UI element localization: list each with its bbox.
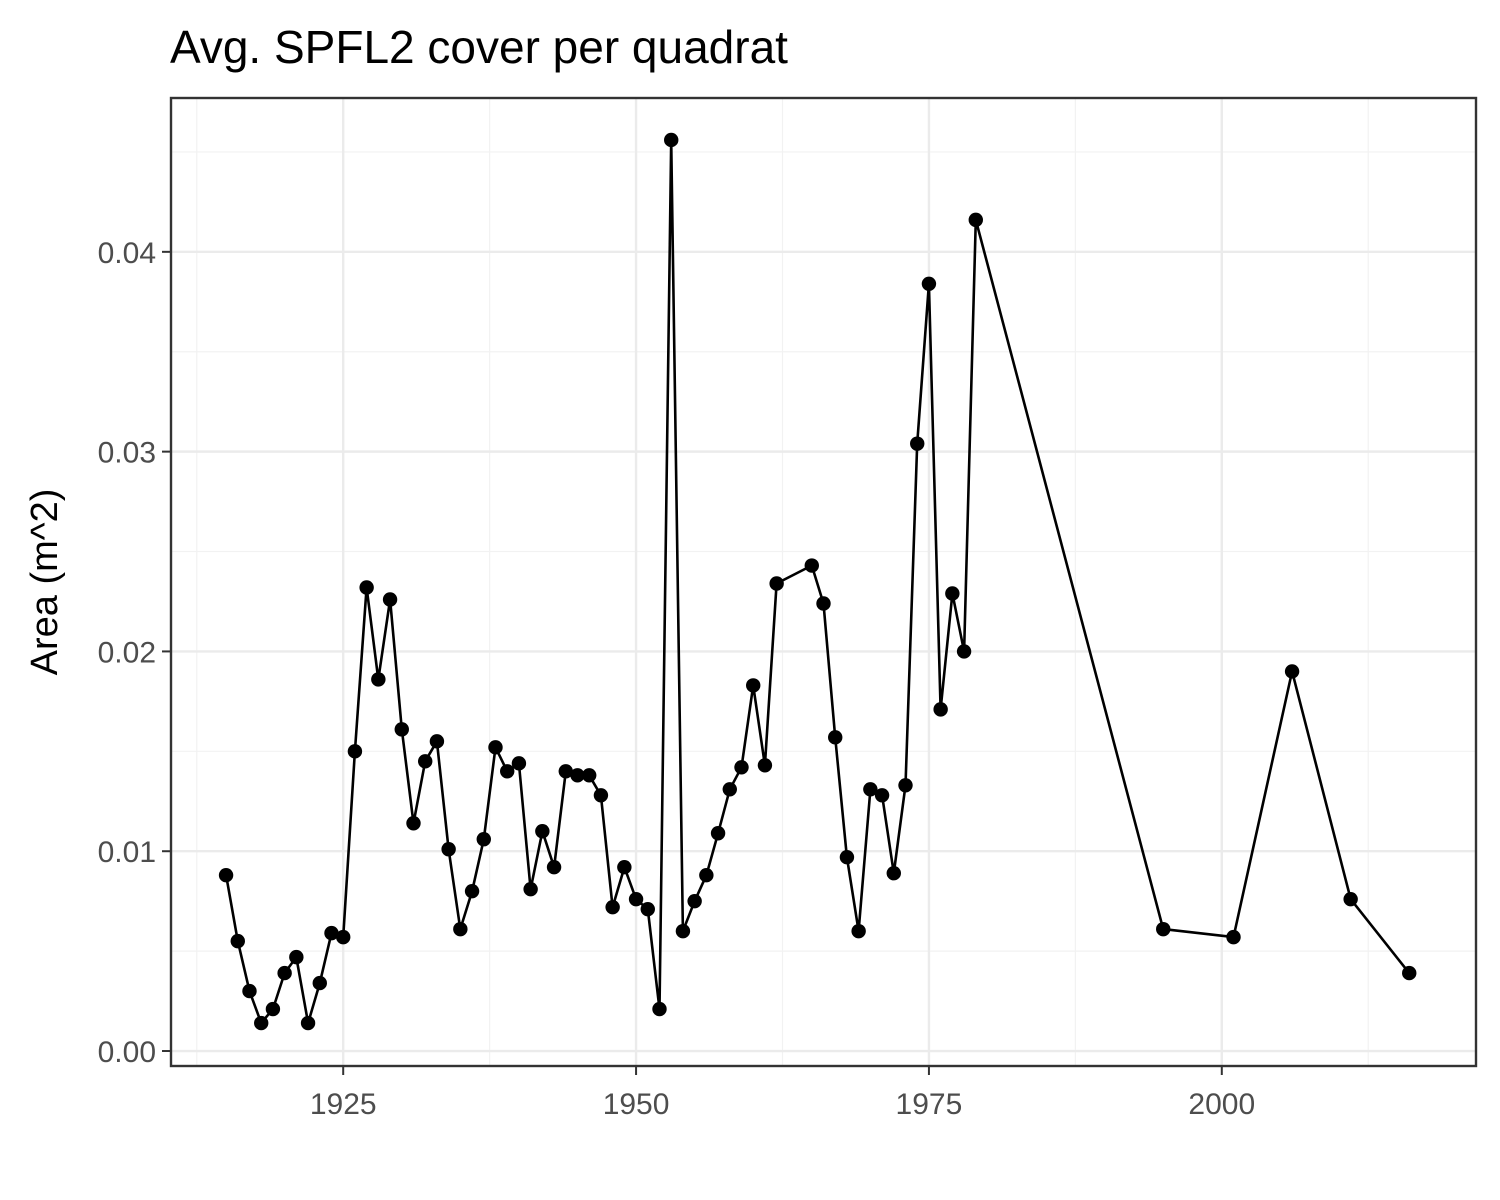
data-point-1925 [336,929,351,945]
data-point-1921 [289,949,304,965]
data-point-1951 [640,901,655,917]
data-point-1940 [511,756,527,771]
x-tick-label-1: 1950 [603,1088,670,1121]
data-point-2011 [1343,891,1358,907]
data-point-1954 [675,923,691,939]
data-point-1977 [945,586,960,601]
data-point-1945 [570,768,585,783]
data-point-1918 [254,1015,269,1031]
data-point-1961 [757,758,773,773]
data-point-1934 [441,842,456,857]
data-point-1920 [277,965,292,981]
data-point-1972 [886,865,901,881]
data-point-1952 [652,1001,667,1017]
x-tick-label-2: 1975 [896,1088,963,1121]
data-point-1962 [769,576,784,591]
plot-panel-border [169,96,1478,1068]
series-layer [218,132,1417,1031]
data-point-1930 [394,722,409,737]
data-point-1967 [828,730,843,745]
data-point-1970 [863,782,878,797]
x-axis: 1925 1950 1975 2000 [310,1066,1255,1121]
data-point-1916 [230,933,245,949]
data-point-1969 [851,923,866,939]
data-point-1975 [921,276,937,292]
data-point-1932 [418,754,433,769]
x-tick-label-0: 1925 [310,1088,377,1121]
data-point-1922 [300,1015,316,1031]
data-point-1923 [312,975,327,991]
major-gridlines [171,98,1476,1066]
y-tick-label-2: 0.02 [98,636,156,669]
data-point-1941 [523,881,538,897]
data-point-1995 [1156,921,1171,937]
data-point-1938 [488,740,503,755]
data-point-1939 [500,764,515,779]
data-point-1926 [347,744,363,759]
data-point-1966 [816,596,831,611]
data-point-1948 [605,899,620,915]
x-tick-label-3: 2000 [1188,1088,1255,1121]
data-point-1959 [734,760,749,775]
data-point-1933 [429,734,445,749]
data-point-1960 [746,678,761,693]
data-point-1943 [546,860,562,875]
y-axis: 0.00 0.01 0.02 0.03 0.04 [98,237,171,1069]
data-point-1927 [359,580,374,595]
data-point-1971 [874,788,890,803]
data-point-1915 [218,867,234,883]
data-point-1958 [722,782,737,797]
data-point-1955 [687,893,702,909]
data-point-1924 [324,925,339,941]
data-point-1956 [699,867,714,883]
data-point-1957 [710,826,726,841]
data-point-1935 [453,921,468,937]
data-point-1919 [265,1001,281,1017]
data-point-1973 [898,778,913,793]
data-point-1978 [956,644,972,659]
data-point-1931 [406,816,421,831]
data-point-1949 [617,860,632,875]
data-point-1979 [968,212,983,228]
minor-gridlines [171,98,1476,1066]
data-point-2006 [1284,664,1300,679]
series-line-0 [224,138,1411,1025]
y-axis-label: Area (m^2) [24,489,66,676]
data-point-1942 [535,824,550,839]
data-point-1953 [664,132,679,148]
data-point-1944 [558,764,573,779]
data-point-1965 [804,558,819,573]
y-tick-label-3: 0.03 [98,437,156,470]
data-point-1937 [476,832,491,847]
data-point-1947 [593,788,609,803]
y-tick-label-0: 0.00 [98,1036,156,1069]
y-tick-label-1: 0.01 [98,836,156,869]
data-point-1976 [933,702,948,717]
data-point-2016 [1402,965,1417,981]
data-point-1917 [242,983,257,999]
data-point-1928 [371,672,386,687]
data-point-1950 [628,891,644,907]
data-point-2001 [1226,929,1241,945]
data-point-1974 [910,436,925,451]
data-point-1968 [839,850,855,865]
data-point-1929 [382,592,398,607]
data-point-1936 [464,883,480,899]
chart-title: Avg. SPFL2 cover per quadrat [170,21,788,73]
data-point-1946 [582,768,597,783]
y-tick-label-4: 0.04 [98,237,156,270]
